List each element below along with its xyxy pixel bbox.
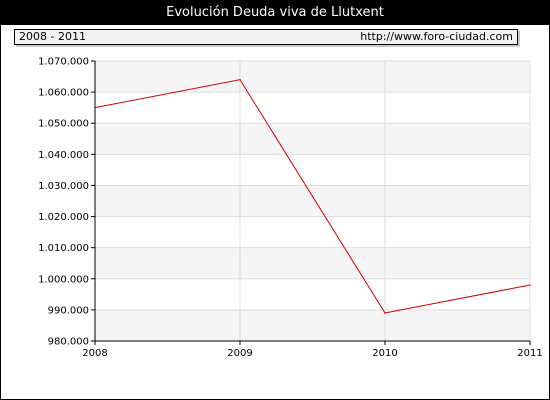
y-tick-label: 1.020.000 xyxy=(38,212,89,223)
data-point xyxy=(529,284,531,286)
y-tick-label: 980.000 xyxy=(48,337,89,348)
plot-band xyxy=(95,247,530,279)
plot-band xyxy=(95,61,530,93)
tick-labels: 980.000 990.000 1.000.000 1.010.000 1.020.00… xyxy=(38,57,543,360)
y-tick-label: 1.000.000 xyxy=(38,274,89,285)
y-tick-label: 990.000 xyxy=(48,305,89,316)
x-tick-label: 2008 xyxy=(82,348,107,359)
y-tick-label: 1.010.000 xyxy=(38,243,89,254)
date-range-label: 2008 - 2011 xyxy=(19,30,86,43)
x-tick-label: 2009 xyxy=(227,348,252,359)
plot-band xyxy=(95,123,530,155)
plot-bands xyxy=(95,61,530,341)
y-tick-label: 1.070.000 xyxy=(38,57,89,68)
plot-band xyxy=(95,278,530,310)
series-line xyxy=(94,79,531,314)
y-tick-label: 1.050.000 xyxy=(38,119,89,130)
data-point xyxy=(239,78,241,81)
y-tick-label: 1.030.000 xyxy=(38,181,89,192)
chart-title: Evolución Deuda viva de Llutxent xyxy=(1,1,549,25)
source-url: http://www.foro-ciudad.com xyxy=(360,30,513,43)
plot-band xyxy=(95,216,530,248)
series-layer xyxy=(94,78,531,314)
data-point xyxy=(94,106,96,109)
plot-band xyxy=(95,154,530,186)
info-box: 2008 - 2011 http://www.foro-ciudad.com xyxy=(14,29,518,45)
plot-band xyxy=(95,92,530,124)
y-tick-label: 1.060.000 xyxy=(38,88,89,99)
data-point xyxy=(384,312,386,314)
x-tick-label: 2011 xyxy=(517,348,542,359)
x-tick-label: 2010 xyxy=(372,348,397,359)
plot-band xyxy=(95,309,530,341)
plot-band xyxy=(95,185,530,217)
y-tick-label: 1.040.000 xyxy=(38,150,89,161)
